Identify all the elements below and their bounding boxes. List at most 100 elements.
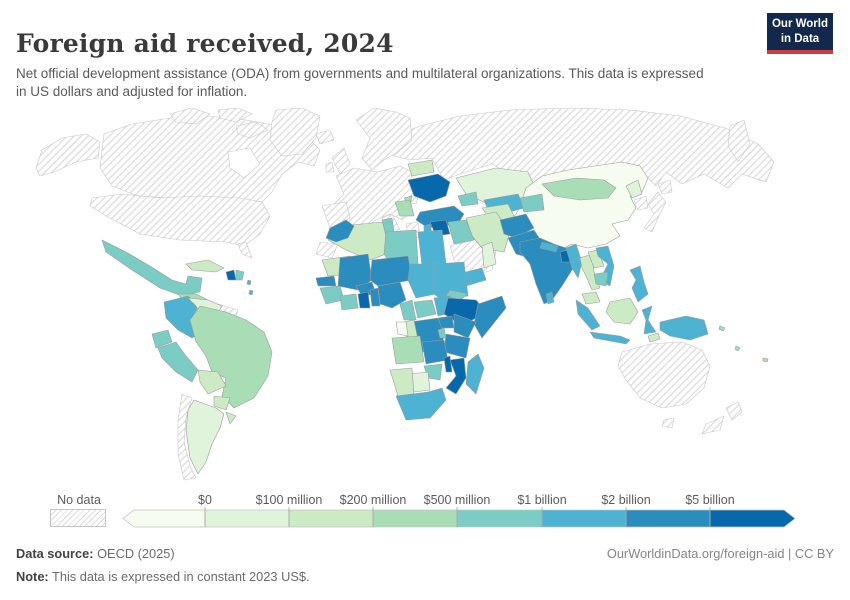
region-western-sahara[interactable] xyxy=(315,241,339,259)
country-malaysia[interactable] xyxy=(581,291,601,305)
legend-tick-0: $0 xyxy=(198,493,212,507)
pacific-islands[interactable] xyxy=(718,325,769,363)
country-central-african-republic[interactable] xyxy=(413,299,437,319)
no-data-regions xyxy=(35,108,775,481)
country-cuba[interactable] xyxy=(185,259,225,273)
country-angola[interactable] xyxy=(391,335,425,365)
country-guinea[interactable] xyxy=(319,285,345,305)
country-mexico[interactable] xyxy=(101,239,203,297)
country-egypt[interactable] xyxy=(417,229,447,267)
country-alaska[interactable] xyxy=(35,133,101,177)
region-caucasus[interactable] xyxy=(457,191,479,207)
legend-segment-below-0[interactable] xyxy=(122,509,206,528)
country-usa[interactable] xyxy=(89,193,271,247)
country-cambodia[interactable] xyxy=(593,271,609,287)
country-philippines[interactable] xyxy=(629,265,649,303)
country-bolivia[interactable] xyxy=(197,369,227,395)
country-senegal[interactable] xyxy=(315,275,337,287)
legend-segment-1-2b[interactable] xyxy=(541,509,627,528)
country-madagascar[interactable] xyxy=(465,353,485,395)
country-nepal[interactable] xyxy=(539,241,559,253)
country-namibia[interactable] xyxy=(389,367,415,397)
country-kamchatka[interactable] xyxy=(727,119,751,163)
region-togo-benin[interactable] xyxy=(369,287,381,307)
page-title: Foreign aid received, 2024 xyxy=(16,28,394,58)
country-timor-leste[interactable] xyxy=(647,332,661,343)
legend-segment-100-200m[interactable] xyxy=(288,509,374,528)
hudson-bay xyxy=(227,147,261,179)
country-morocco[interactable] xyxy=(325,219,355,243)
arctic-island-1[interactable] xyxy=(169,108,211,125)
country-niger[interactable] xyxy=(369,255,413,287)
attribution-link[interactable]: OurWorldinData.org/foreign-aid | CC BY xyxy=(606,546,834,561)
country-sri-lanka[interactable] xyxy=(545,291,555,305)
country-ecuador[interactable] xyxy=(151,329,173,349)
country-russia[interactable] xyxy=(371,108,775,189)
arctic-island-2[interactable] xyxy=(217,108,253,123)
country-ukraine[interactable] xyxy=(407,173,451,203)
note-label: Note: xyxy=(16,569,49,584)
country-gabon[interactable] xyxy=(395,321,409,337)
legend-tick-5b: $5 billion xyxy=(685,493,735,507)
country-cote-divoire[interactable] xyxy=(339,293,359,311)
country-uruguay[interactable] xyxy=(225,411,237,425)
island-borneo[interactable] xyxy=(605,297,639,325)
country-peru[interactable] xyxy=(157,341,199,383)
country-mongolia[interactable] xyxy=(541,177,617,201)
data-source-value: OECD (2025) xyxy=(93,546,175,561)
indonesia-sulawesi[interactable] xyxy=(641,305,657,335)
legend-tick-1b: $1 billion xyxy=(517,493,567,507)
country-malawi[interactable] xyxy=(443,355,453,373)
region-scandinavia[interactable] xyxy=(355,108,413,171)
country-myanmar[interactable] xyxy=(565,243,583,279)
country-iraq[interactable] xyxy=(447,219,475,245)
region-balkans[interactable] xyxy=(394,199,415,217)
usa-florida[interactable] xyxy=(237,241,253,259)
country-paraguay[interactable] xyxy=(213,395,231,411)
country-ghana[interactable] xyxy=(357,291,371,309)
new-zealand-north[interactable] xyxy=(725,401,743,421)
legend-segment-0-100m[interactable] xyxy=(204,509,290,528)
country-japan[interactable] xyxy=(643,191,667,233)
indonesia-java[interactable] xyxy=(589,331,631,345)
country-south-africa[interactable] xyxy=(395,387,447,421)
country-australia[interactable] xyxy=(617,341,711,409)
island-new-guinea[interactable] xyxy=(659,315,709,341)
country-iceland[interactable] xyxy=(315,129,335,145)
country-south-korea[interactable] xyxy=(633,195,649,211)
japan-hokkaido[interactable] xyxy=(657,179,673,195)
countries-with-data xyxy=(101,159,769,475)
australia-tasmania[interactable] xyxy=(661,417,675,429)
country-north-korea[interactable] xyxy=(625,179,643,199)
indonesia-sumatra[interactable] xyxy=(575,299,601,331)
new-zealand-south[interactable] xyxy=(701,415,725,435)
country-belarus[interactable] xyxy=(407,159,435,177)
no-data-swatch[interactable] xyxy=(50,509,106,527)
country-mozambique[interactable] xyxy=(445,357,467,395)
region-kyrgyzstan-tajikistan[interactable] xyxy=(519,193,545,213)
country-greenland[interactable] xyxy=(269,108,321,157)
legend-color-bar xyxy=(122,507,796,528)
country-oman[interactable] xyxy=(481,241,497,269)
legend-segment-500m-1b[interactable] xyxy=(456,509,543,528)
country-somalia[interactable] xyxy=(473,295,507,339)
country-chad[interactable] xyxy=(407,263,437,299)
country-brazil[interactable] xyxy=(189,305,273,409)
country-dominican-republic[interactable] xyxy=(235,269,245,281)
caribbean-islands[interactable] xyxy=(246,279,254,296)
country-cameroon[interactable] xyxy=(399,299,417,321)
country-argentina[interactable] xyxy=(185,399,225,475)
legend-segment-2-5b[interactable] xyxy=(625,509,711,528)
country-haiti[interactable] xyxy=(225,269,237,281)
legend-segment-above-5b[interactable] xyxy=(709,509,796,528)
country-laos[interactable] xyxy=(587,249,605,269)
country-tanzania[interactable] xyxy=(443,333,471,359)
owid-logo[interactable]: Our World in Data xyxy=(767,13,833,54)
world-map xyxy=(35,108,775,481)
country-uk[interactable] xyxy=(331,147,351,175)
legend-segment-200-500m[interactable] xyxy=(372,509,458,528)
note-value: This data is expressed in constant 2023 … xyxy=(48,569,310,584)
arctic-island-3[interactable] xyxy=(235,121,269,139)
country-ireland[interactable] xyxy=(325,161,335,173)
